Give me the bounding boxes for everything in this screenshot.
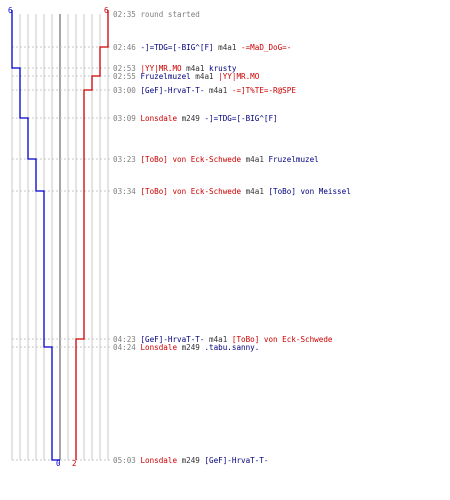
player-name: Lonsdale [140, 114, 178, 123]
kill-event: 03:00 [GeF]-HrvaT-T- m4a1 -=]T%TE=-R@SPE [113, 86, 296, 95]
player-name: |YY|MR.MO [218, 72, 260, 81]
player-name: Lonsdale [140, 456, 178, 465]
player-name: krusty [209, 64, 237, 73]
event-time: 02:46 [113, 43, 136, 52]
blue-start-score: 6 [8, 6, 13, 15]
event-time: 04:24 [113, 343, 136, 352]
player-name: |YY|MR.MO [140, 64, 182, 73]
event-time: 04:23 [113, 335, 136, 344]
kill-event: 02:55 Fruzelmuzel m4a1 |YY|MR.MO [113, 72, 259, 81]
event-time: 03:23 [113, 155, 136, 164]
player-name: Lonsdale [140, 343, 178, 352]
weapon: m4a1 [213, 43, 242, 52]
player-name: [GeF]-HrvaT-T- [140, 86, 205, 95]
player-name: [GeF]-HrvaT-T- [140, 335, 205, 344]
red-end-score: 2 [72, 459, 77, 468]
player-name: Fruzelmuzel [140, 72, 191, 81]
kill-event: 04:23 [GeF]-HrvaT-T- m4a1 [ToBo] von Eck… [113, 335, 332, 344]
player-name: [GeF]-HrvaT-T- [204, 456, 269, 465]
weapon: m4a1 [181, 64, 210, 73]
event-time: 03:09 [113, 114, 136, 123]
player-name: Fruzelmuzel [268, 155, 319, 164]
player-name: -=MaD_DoG=- [241, 43, 292, 52]
player-name: -]=TDG=[-BIG^[F] [204, 114, 278, 123]
weapon: m249 [177, 114, 205, 123]
player-name: .tabu.sanny. [204, 343, 260, 352]
weapon: m4a1 [241, 187, 269, 196]
kill-event: 03:23 [ToBo] von Eck-Schwede m4a1 Fruzel… [113, 155, 319, 164]
kill-event: 04:24 Lonsdale m249 .tabu.sanny. [113, 343, 259, 352]
event-text: round started [140, 10, 200, 19]
kill-event: 05:03 Lonsdale m249 [GeF]-HrvaT-T- [113, 456, 268, 465]
weapon: m4a1 [190, 72, 219, 81]
event-time: 05:03 [113, 456, 136, 465]
player-name: [ToBo] von Eck-Schwede [140, 155, 242, 164]
kill-event: 03:09 Lonsdale m249 -]=TDG=[-BIG^[F] [113, 114, 278, 123]
blue-end-score: 0 [56, 459, 61, 468]
kill-event: 02:53 |YY|MR.MO m4a1 krusty [113, 64, 236, 73]
kill-event: 02:46 -]=TDG=[-BIG^[F] m4a1 -=MaD_DoG=- [113, 43, 291, 52]
kill-event: 02:35 round started [113, 10, 200, 19]
player-name: [ToBo] von Eck-Schwede [140, 187, 242, 196]
kill-event: 03:34 [ToBo] von Eck-Schwede m4a1 [ToBo]… [113, 187, 351, 196]
player-name: -=]T%TE=-R@SPE [231, 86, 296, 95]
weapon: m4a1 [204, 86, 232, 95]
weapon: m249 [177, 456, 205, 465]
weapon: m4a1 [241, 155, 269, 164]
player-name: -]=TDG=[-BIG^[F] [140, 43, 214, 52]
blue-team-line [11, 10, 60, 461]
event-time: 03:00 [113, 86, 136, 95]
event-time: 02:35 [113, 10, 136, 19]
event-time: 03:34 [113, 187, 136, 196]
player-name: [ToBo] von Eck-Schwede [231, 335, 333, 344]
weapon: m249 [177, 343, 205, 352]
player-name: [ToBo] von Meissel [268, 187, 351, 196]
red-start-score: 6 [104, 6, 109, 15]
red-team-line [75, 10, 109, 460]
weapon: m4a1 [204, 335, 232, 344]
event-time: 02:53 [113, 64, 136, 73]
event-time: 02:55 [113, 72, 136, 81]
